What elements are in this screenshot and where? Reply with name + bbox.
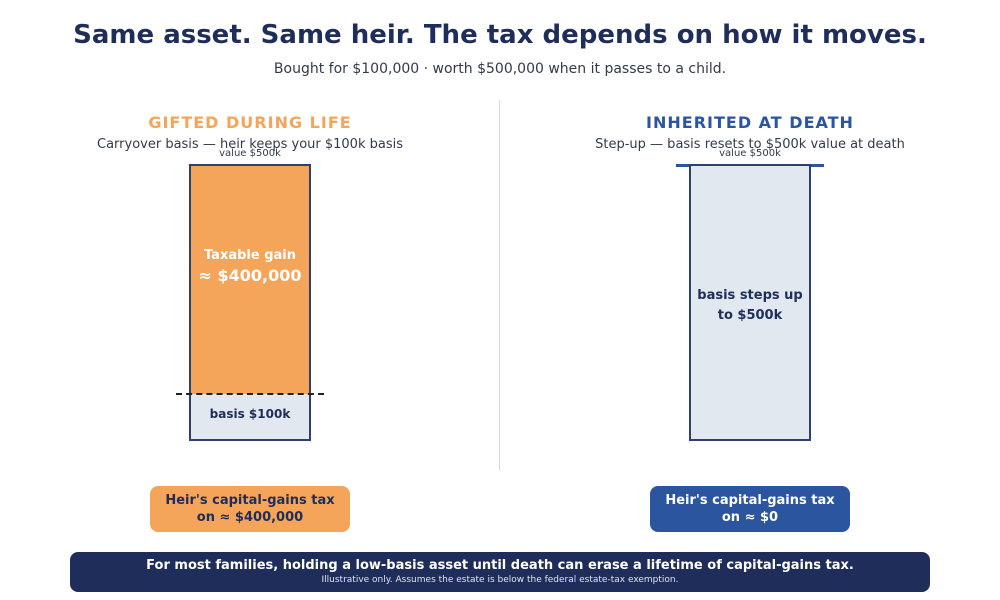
gifted-tax-line1: Heir's capital-gains tax (165, 493, 335, 508)
inherited-description: Step-up — basis resets to $500k value at… (595, 137, 905, 152)
gifted-tax-line2: on ≈ $400,000 (196, 510, 304, 525)
inherited-heading: INHERITED AT DEATH (646, 113, 854, 132)
basis-segment: basis $100k (191, 394, 309, 439)
step-up-line1: basis steps up (697, 288, 803, 303)
column-divider (499, 100, 500, 470)
inherited-value-bar: basis steps up to $500k (689, 164, 811, 441)
page-title: Same asset. Same heir. The tax depends o… (73, 20, 927, 50)
taxable-gain-label: Taxable gain (203, 248, 296, 263)
inherited-tax-callout: Heir's capital-gains tax on ≈ $0 (650, 486, 850, 532)
inherited-tax-line1: Heir's capital-gains tax (665, 493, 835, 508)
inherited-value-label: value $500k (719, 148, 781, 159)
taxable-gain-segment: Taxable gain ≈ $400,000 (191, 166, 309, 394)
page-subtitle: Bought for $100,000 · worth $500,000 whe… (273, 61, 727, 77)
takeaway-text: For most families, holding a low-basis a… (146, 558, 854, 573)
inherited-tax-line2: on ≈ $0 (721, 510, 779, 525)
basis-label: basis $100k (209, 407, 291, 421)
step-up-line2: to $500k (717, 308, 783, 323)
gifted-value-label: value $500k (219, 148, 281, 159)
gifted-tax-callout: Heir's capital-gains tax on ≈ $400,000 (150, 486, 350, 532)
basis-dashed-line (176, 393, 324, 395)
taxable-gain-amount: ≈ $400,000 (198, 266, 302, 285)
gifted-heading: GIFTED DURING LIFE (148, 113, 352, 132)
disclaimer-text: Illustrative only. Assumes the estate is… (321, 575, 679, 585)
takeaway-banner: For most families, holding a low-basis a… (70, 552, 930, 592)
gifted-description: Carryover basis — heir keeps your $100k … (97, 137, 403, 152)
gifted-value-bar: Taxable gain ≈ $400,000 basis $100k (189, 164, 311, 441)
